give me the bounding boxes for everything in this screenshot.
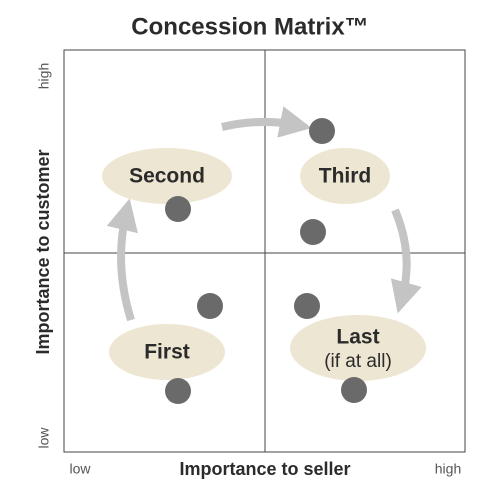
y-high: high bbox=[36, 63, 52, 89]
y-axis-label: Importance to customer bbox=[33, 149, 53, 354]
arrow bbox=[390, 208, 422, 314]
dot bbox=[309, 118, 335, 144]
y-low: low bbox=[36, 427, 52, 449]
quadrant-bubble bbox=[290, 315, 426, 381]
dot bbox=[300, 219, 326, 245]
quadrant-bubble bbox=[109, 324, 225, 380]
quadrant-label: Second bbox=[129, 165, 205, 188]
dots bbox=[165, 118, 367, 404]
quadrant-note: (if at all) bbox=[324, 351, 392, 372]
x-high: high bbox=[435, 461, 461, 477]
x-low: low bbox=[69, 461, 91, 477]
quadrant-label: Third bbox=[319, 165, 372, 188]
quadrant-label: Last bbox=[336, 326, 379, 349]
dot bbox=[197, 293, 223, 319]
dot bbox=[341, 377, 367, 403]
dot bbox=[165, 378, 191, 404]
quadrant-bubble bbox=[102, 148, 232, 204]
arrow bbox=[221, 106, 312, 138]
quadrant-label: First bbox=[144, 341, 190, 364]
dot bbox=[294, 293, 320, 319]
quadrant-bubble bbox=[300, 148, 390, 204]
title: Concession Matrix™ bbox=[131, 13, 368, 40]
arrow bbox=[106, 198, 138, 322]
x-axis-label: Importance to seller bbox=[179, 459, 350, 479]
dot bbox=[165, 196, 191, 222]
